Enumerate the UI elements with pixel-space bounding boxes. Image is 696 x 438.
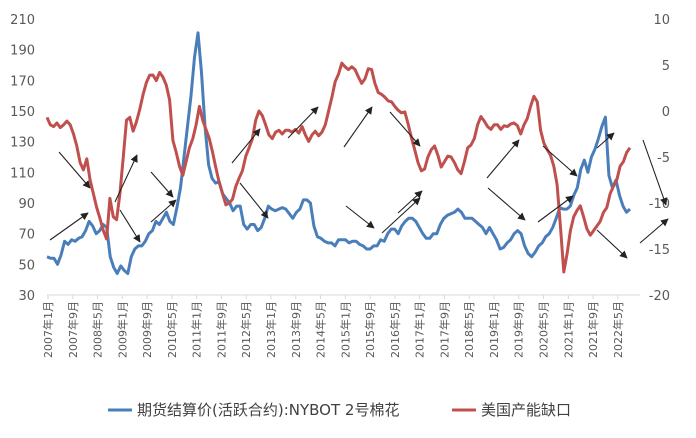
x-tick-label: 2012年5月: [239, 301, 253, 358]
right-tick-label: -10: [649, 197, 670, 212]
x-tick-label: 2017年1月: [413, 301, 427, 358]
series-lines: [45, 31, 632, 275]
annotation-arrow: [389, 111, 421, 147]
annotation-arrow: [486, 139, 520, 179]
annotation-arrow: [49, 212, 89, 241]
x-tick-label: 2019年9月: [512, 301, 526, 358]
right-tick-label: -20: [649, 289, 670, 304]
annotation-arrow: [397, 190, 423, 214]
x-tick-label: 2007年9月: [66, 301, 80, 358]
left-tick-label: 150: [10, 105, 35, 120]
left-tick-label: 70: [18, 228, 35, 243]
annotation-arrow: [231, 128, 261, 164]
annotation-arrow: [287, 106, 319, 139]
annotation-arrow: [487, 187, 526, 221]
legend-label-1: 期货结算价(活跃合约):NYBOT 2号棉花: [137, 401, 399, 419]
x-tick-label: 2011年9月: [214, 301, 228, 358]
annotation-arrows: [49, 106, 669, 259]
right-tick-label: 5: [662, 59, 670, 74]
x-tick-label: 2022年5月: [611, 301, 625, 358]
x-tick-label: 2015年9月: [363, 301, 377, 358]
x-tick-label: 2009年9月: [140, 301, 154, 358]
x-tick-label: 2020年5月: [537, 301, 551, 358]
x-tick-label: 2016年5月: [388, 301, 402, 358]
left-tick-label: 130: [10, 136, 35, 151]
annotation-arrow: [150, 199, 177, 223]
legend-label-2: 美国产能缺口: [481, 401, 571, 419]
series-line-2: [45, 61, 632, 274]
right-tick-label: -15: [649, 243, 670, 258]
annotation-arrow: [537, 195, 574, 223]
annotation-arrow: [596, 132, 615, 149]
annotation-arrow: [345, 205, 375, 229]
x-tick-label: 2013年1月: [264, 301, 278, 358]
x-tick-label: 2019年1月: [487, 301, 501, 358]
right-y-axis: -20 -15 -10 -5 0 5 10: [649, 13, 670, 304]
left-tick-label: 30: [18, 289, 35, 304]
annotation-arrow: [381, 197, 421, 234]
x-tick-label: 2021年9月: [586, 301, 600, 358]
x-tick-label: 2015年1月: [338, 301, 352, 358]
annotation-arrow: [150, 171, 174, 198]
left-tick-label: 170: [10, 74, 35, 89]
x-tick-label: 2018年5月: [462, 301, 476, 358]
annotation-arrow: [119, 209, 141, 243]
left-y-axis: 30 50 70 90 110 130 150 170 190 210: [10, 13, 35, 304]
x-tick-label: 2014年5月: [314, 301, 328, 358]
annotation-arrow: [343, 106, 373, 148]
x-tick-label: 2013年9月: [289, 301, 303, 358]
annotation-arrow: [642, 139, 668, 206]
annotation-arrow: [639, 218, 669, 244]
x-tick-label: 2009年1月: [115, 301, 129, 358]
annotation-arrow: [114, 154, 138, 203]
legend: 期货结算价(活跃合约):NYBOT 2号棉花 美国产能缺口: [108, 401, 571, 419]
left-tick-label: 190: [10, 44, 35, 59]
x-tick-label: 2017年9月: [437, 301, 451, 358]
right-tick-label: 10: [653, 13, 670, 28]
x-tick-label: 2010年5月: [165, 301, 179, 358]
annotation-arrow: [58, 151, 91, 189]
right-tick-label: 0: [662, 105, 670, 120]
left-tick-label: 90: [18, 197, 35, 212]
x-axis: 2007年1月 2007年9月 2008年5月 2009年1月 2009年9月 2010年…: [41, 294, 640, 358]
left-tick-label: 50: [18, 258, 35, 273]
x-tick-label: 2021年1月: [561, 301, 575, 358]
annotation-arrow: [596, 229, 628, 259]
x-tick-label: 2008年5月: [91, 301, 105, 358]
left-tick-label: 210: [10, 13, 35, 28]
x-tick-label: 2011年1月: [190, 301, 204, 358]
right-tick-label: -5: [657, 151, 670, 166]
left-tick-label: 110: [10, 166, 35, 181]
series-line-1: [46, 31, 631, 275]
annotation-arrow: [239, 182, 269, 219]
annotation-arrow: [542, 145, 578, 177]
x-tick-label: 2007年1月: [41, 301, 55, 358]
